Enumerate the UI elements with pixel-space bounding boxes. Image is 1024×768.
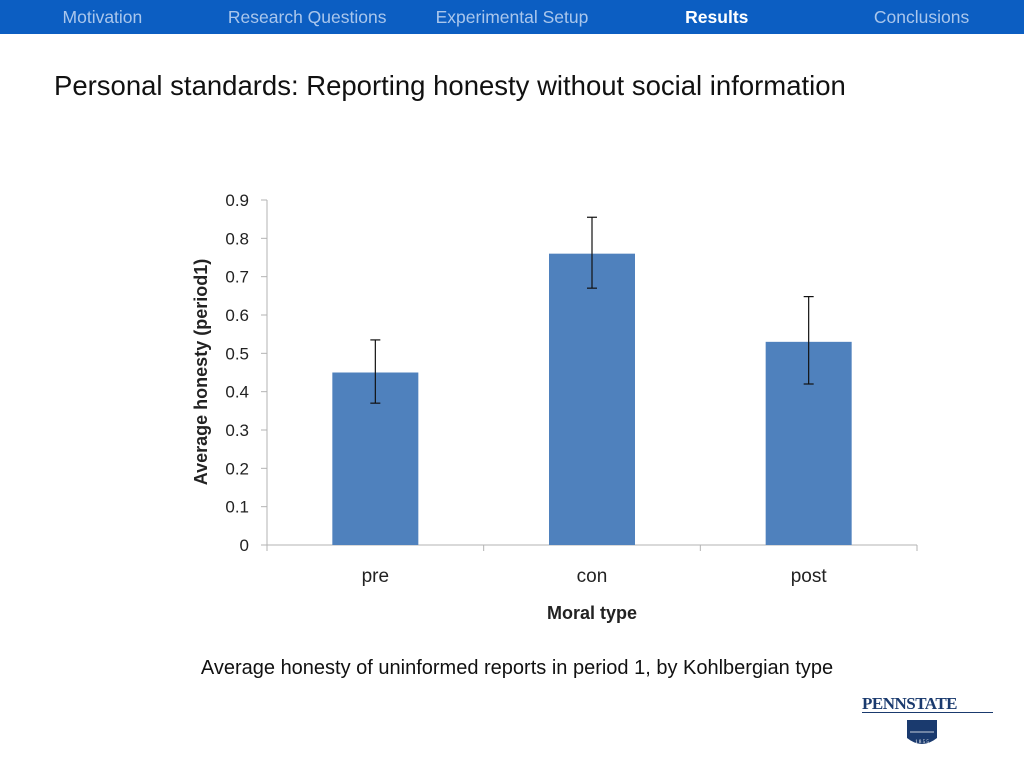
y-tick-label: 0 — [240, 536, 249, 555]
figure-caption: Average honesty of uninformed reports in… — [200, 657, 834, 679]
nav-bar: Motivation Research Questions Experiment… — [0, 0, 1024, 34]
slide-title: Personal standards: Reporting honesty wi… — [54, 70, 846, 101]
x-tick-label-post: post — [791, 566, 828, 587]
logo-wordmark: PENNSTATE — [862, 694, 958, 713]
y-tick-label: 0.4 — [225, 383, 249, 402]
x-tick-label-pre: pre — [362, 566, 389, 587]
y-tick-label: 0.8 — [225, 229, 249, 248]
y-tick-label: 0.5 — [225, 344, 249, 363]
bar-con — [549, 253, 635, 545]
pennstate-logo: PENNSTATE 1 8 5 5 — [858, 690, 998, 752]
y-axis-title: Average honesty (period1) — [191, 259, 211, 485]
nav-item-experimental-setup[interactable]: Experimental Setup — [435, 6, 589, 27]
nav-item-motivation[interactable]: Motivation — [62, 6, 143, 27]
logo-rule — [862, 712, 993, 713]
shield-icon: 1 8 5 5 — [907, 720, 937, 745]
bar-chart: 0 0.1 0.2 0.3 0.4 0.5 0.6 0.7 0.8 0.9 pre con post Mo… — [191, 191, 918, 623]
x-axis-title: Moral type — [547, 603, 637, 623]
y-tick-label: 0.9 — [225, 191, 249, 210]
y-tick-label: 0.6 — [225, 306, 249, 325]
nav-item-research-questions[interactable]: Research Questions — [227, 6, 387, 27]
nav-item-conclusions[interactable]: Conclusions — [873, 6, 970, 27]
svg-text:1 8 5 5: 1 8 5 5 — [915, 740, 929, 745]
y-tick-label: 0.3 — [225, 421, 249, 440]
nav-item-results[interactable]: Results — [685, 6, 749, 27]
y-tick-label: 0.2 — [225, 459, 249, 478]
y-tick-label: 0.1 — [225, 498, 249, 517]
x-tick-label-con: con — [577, 566, 608, 587]
y-tick-label: 0.7 — [225, 268, 249, 287]
